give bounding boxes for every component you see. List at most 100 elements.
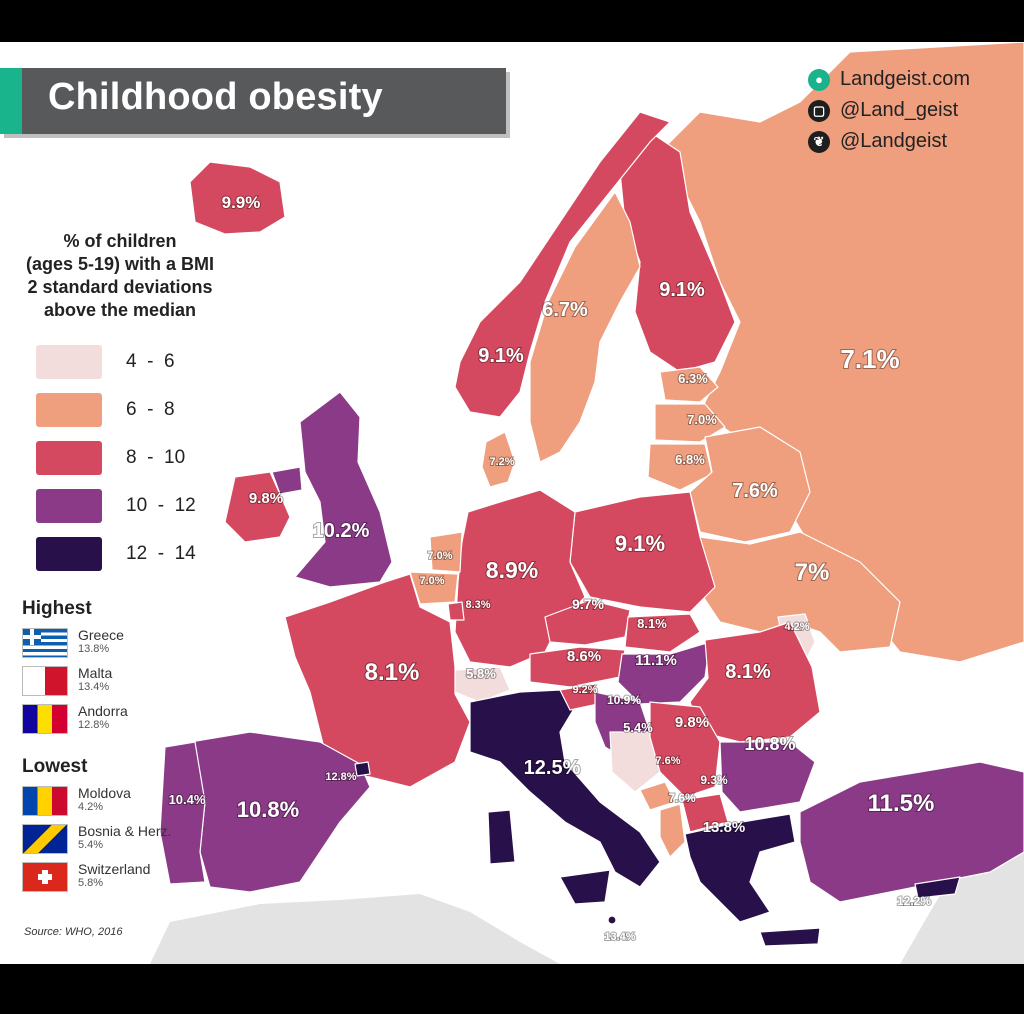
- serbia-region[interactable]: [649, 701, 721, 798]
- legend: 4 - 6 6 - 8 8 - 10 10 - 12 12 - 14: [36, 338, 196, 578]
- map-frame: 9.9% 9.1% 6.7% 9.1% 7.1% 6.3% 7.0% 6.8% 7.6% 7% 4.…: [0, 42, 1024, 964]
- value-label-netherlands: 7.0%: [427, 550, 452, 562]
- value-label-latvia: 7.0%: [687, 412, 717, 427]
- page-title: Childhood obesity: [48, 76, 383, 118]
- bosnia-flag-icon: [22, 824, 68, 854]
- value-label-slovakia: 8.1%: [637, 616, 667, 631]
- switzerland-flag-icon: [22, 862, 68, 892]
- belgium-region[interactable]: [409, 571, 459, 605]
- title-banner: Childhood obesity: [0, 68, 506, 134]
- legend-item: 10 - 12: [36, 482, 196, 530]
- social-link[interactable]: ▢ @Land_geist: [808, 95, 1018, 126]
- lowest-title: Lowest: [22, 756, 88, 777]
- value-label-ukraine: 7%: [795, 559, 830, 586]
- montenegro-region[interactable]: [639, 781, 676, 811]
- ranking-country-name: Greece: [78, 627, 124, 643]
- moldova-flag-icon: [22, 786, 68, 816]
- ranking-country-value: 4.2%: [78, 801, 104, 813]
- value-label-united-kingdom: 10.2%: [313, 520, 370, 542]
- legend-swatch: [36, 393, 102, 427]
- bosnia-region[interactable]: [609, 731, 661, 793]
- legend-swatch: [36, 537, 102, 571]
- poland-region[interactable]: [569, 491, 716, 613]
- value-label-north-macedonia: 9.3%: [700, 773, 728, 787]
- value-label-italy: 12.5%: [524, 757, 581, 779]
- instagram-icon: ▢: [808, 99, 830, 122]
- source-note: Source: WHO, 2016: [24, 926, 123, 938]
- latvia-region[interactable]: [654, 403, 726, 443]
- value-label-russia: 7.1%: [840, 344, 899, 374]
- slovakia-region[interactable]: [624, 613, 701, 653]
- netherlands-region[interactable]: [429, 531, 463, 573]
- lithuania-region[interactable]: [647, 443, 713, 491]
- ranking-country-name: Andorra: [78, 703, 128, 719]
- value-label-iceland: 9.9%: [222, 193, 261, 212]
- legend-title-line: % of children: [63, 231, 177, 251]
- legend-item: 6 - 8: [36, 386, 196, 434]
- iceland-region[interactable]: [189, 161, 286, 235]
- value-label-bosnia-herz-: 5.4%: [623, 720, 653, 735]
- social-link[interactable]: ❦ @Landgeist: [808, 126, 1018, 157]
- denmark-region[interactable]: [481, 431, 516, 488]
- social-link[interactable]: ● Landgeist.com: [808, 64, 1018, 95]
- northern-ireland-region[interactable]: [271, 466, 303, 495]
- value-label-luxembourg: 8.3%: [465, 599, 490, 611]
- ireland-region[interactable]: [224, 471, 291, 543]
- romania-region[interactable]: [689, 621, 821, 743]
- social-links: ● Landgeist.com ▢ @Land_geist ❦ @Landgeist: [808, 64, 1018, 157]
- greece-flag-icon: [22, 628, 68, 658]
- value-label-norway: 9.1%: [478, 345, 524, 367]
- ranking-item: Bosnia & Herz. 5.4%: [22, 824, 171, 858]
- ranking-country-value: 5.8%: [78, 877, 104, 889]
- sardinia-region[interactable]: [487, 809, 516, 865]
- estonia-region[interactable]: [659, 366, 719, 403]
- value-label-cyprus: 12.2%: [897, 894, 931, 908]
- sicily-region[interactable]: [559, 869, 611, 905]
- bulgaria-region[interactable]: [719, 741, 816, 813]
- legend-label: 6 - 8: [126, 399, 175, 420]
- belarus-region[interactable]: [689, 426, 811, 543]
- value-label-france: 8.1%: [365, 659, 420, 686]
- value-label-malta: 13.4%: [604, 931, 635, 943]
- luxembourg-region[interactable]: [447, 601, 465, 621]
- ukraine-region[interactable]: [699, 531, 901, 653]
- turkey-region[interactable]: [799, 761, 1024, 903]
- andorra-region[interactable]: [354, 761, 371, 777]
- cyprus-region[interactable]: [914, 876, 961, 899]
- legend-title-line: above the median: [43, 300, 197, 320]
- europe-map: 9.9% 9.1% 6.7% 9.1% 7.1% 6.3% 7.0% 6.8% 7.6% 7% 4.…: [150, 42, 1024, 964]
- globe-icon: ●: [808, 68, 830, 91]
- greece-region[interactable]: [684, 813, 796, 923]
- value-label-estonia: 6.3%: [678, 371, 708, 386]
- czechia-region[interactable]: [544, 599, 631, 646]
- uk-region[interactable]: [294, 391, 393, 588]
- north-macedonia-region[interactable]: [681, 793, 729, 833]
- legend-item: 4 - 6: [36, 338, 196, 386]
- value-label-greece: 13.8%: [703, 819, 746, 836]
- ranking-country-name: Malta: [78, 665, 113, 681]
- value-label-belarus: 7.6%: [732, 480, 778, 502]
- value-label-finland: 9.1%: [659, 279, 705, 301]
- value-label-croatia: 10.9%: [607, 693, 641, 707]
- value-label-serbia: 9.8%: [675, 714, 709, 731]
- albania-region[interactable]: [659, 803, 686, 858]
- norway-region[interactable]: [454, 111, 671, 418]
- social-link-text: @Landgeist: [840, 130, 948, 152]
- finland-region[interactable]: [619, 131, 736, 373]
- legend-title-line: (ages 5-19) with a BMI: [25, 254, 215, 274]
- legend-swatch: [36, 441, 102, 475]
- legend-label: 12 - 14: [126, 543, 196, 564]
- value-label-turkey: 11.5%: [868, 790, 935, 817]
- portugal-region[interactable]: [159, 741, 206, 885]
- value-labels: 9.9% 9.1% 6.7% 9.1% 7.1% 6.3% 7.0% 6.8% 7.6% 7% 4.…: [168, 192, 936, 944]
- sweden-region[interactable]: [529, 191, 641, 463]
- value-label-czechia: 9.7%: [572, 596, 604, 612]
- malta-region[interactable]: [607, 915, 617, 925]
- hungary-region[interactable]: [617, 641, 711, 705]
- value-label-lithuania: 6.8%: [675, 452, 705, 467]
- value-label-germany: 8.9%: [486, 557, 538, 583]
- value-label-andorra: 12.8%: [325, 771, 356, 783]
- twitter-icon: ❦: [808, 130, 830, 153]
- crete-region[interactable]: [759, 927, 821, 947]
- value-label-hungary: 11.1%: [635, 652, 677, 669]
